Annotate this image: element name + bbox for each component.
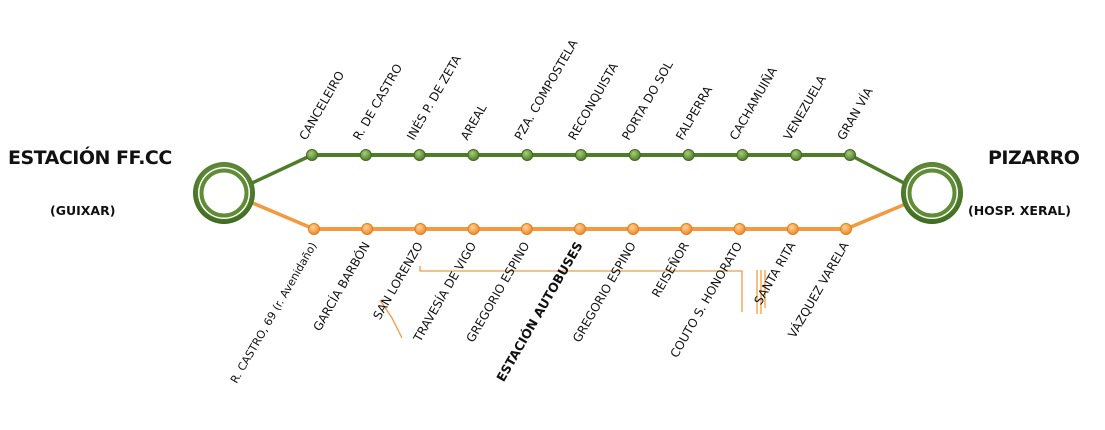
orange-line-stops: R. CASTRO, 69 (r. Avenidaño)GARCÍA BARBÓ…	[228, 223, 852, 386]
orange-stop-marker	[733, 223, 746, 235]
green-stop-label: PORTA DO SOL	[619, 58, 676, 142]
green-stop-label: FALPERRA	[673, 83, 715, 143]
green-stop-label: GRAN VÍA	[834, 84, 876, 143]
green-stop-label: INÉS P. DE ZETA	[403, 52, 464, 143]
right-terminal-name: PIZARRO	[988, 147, 1080, 169]
orange-leader-lines	[379, 266, 766, 339]
orange-stop-marker	[627, 223, 640, 235]
green-stop-marker	[467, 149, 480, 161]
green-stop-marker	[736, 149, 749, 161]
orange-stop-marker	[680, 223, 693, 235]
orange-stop-label: SANTA RITA	[751, 239, 798, 307]
green-connector-left	[249, 153, 313, 186]
green-line-connectors	[249, 153, 905, 186]
orange-connector-right	[845, 201, 909, 231]
orange-stop-marker	[574, 223, 586, 235]
green-stop-marker	[306, 149, 318, 161]
orange-stop-marker	[414, 223, 427, 235]
orange-stop-marker	[520, 223, 533, 235]
orange-connector-left	[247, 199, 315, 231]
green-connector-right	[849, 153, 905, 185]
orange-stop-label: VÁZQUEZ VARELA	[784, 238, 852, 340]
orange-stop-label: REISEÑOR	[648, 239, 692, 300]
green-stop-marker	[413, 149, 426, 161]
orange-stop-label: GARCÍA BARBÓN	[310, 239, 373, 333]
green-stop-label: CACHAMUIÑA	[726, 63, 780, 142]
green-stop-label: CANCELEIRO	[296, 69, 347, 143]
green-stop-label: AREAL	[458, 101, 490, 142]
green-stop-marker	[359, 149, 372, 161]
green-stop-label: RECONQUISTA	[565, 60, 621, 143]
orange-line-connectors	[247, 199, 909, 231]
green-stop-marker	[844, 149, 856, 161]
orange-stop-marker	[786, 223, 799, 235]
orange-stop-label: R. CASTRO, 69 (r. Avenidaño)	[228, 240, 320, 386]
orange-stop-marker	[361, 223, 374, 235]
right-terminal-ring-icon	[901, 162, 963, 224]
left-terminal-sub: (GUIXAR)	[50, 203, 115, 218]
green-stop-label: R. DE CASTRO	[350, 61, 405, 142]
left-terminal-ring-icon	[193, 162, 255, 224]
orange-stop-marker	[840, 223, 852, 235]
green-stop-label: VENEZUELA	[781, 72, 830, 142]
green-stop-marker	[790, 149, 803, 161]
green-stop-marker	[682, 149, 695, 161]
green-stop-marker	[521, 149, 534, 161]
right-terminal-sub: (HOSP. XERAL)	[968, 203, 1071, 218]
orange-stop-label: SAN LORENZO	[370, 240, 426, 322]
orange-stop-marker	[308, 223, 320, 235]
orange-stop-marker	[467, 223, 480, 235]
green-stop-marker	[628, 149, 641, 161]
green-stop-marker	[575, 149, 587, 161]
left-terminal-name: ESTACIÓN FF.CC	[8, 145, 172, 169]
